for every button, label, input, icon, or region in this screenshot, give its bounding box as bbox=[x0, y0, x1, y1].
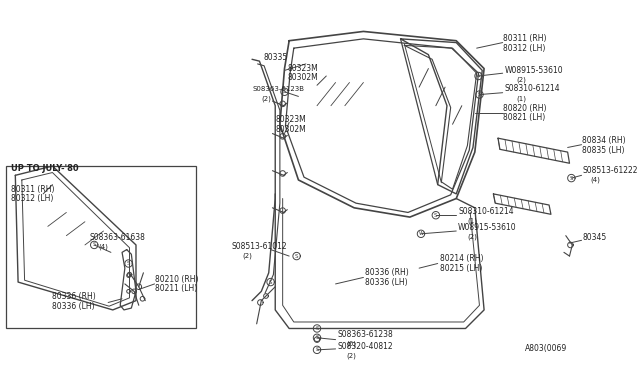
Text: (1): (1) bbox=[467, 218, 477, 224]
Text: 80323M: 80323M bbox=[275, 115, 306, 124]
Text: S: S bbox=[316, 335, 319, 340]
Text: (1): (1) bbox=[516, 95, 527, 102]
Text: (6): (6) bbox=[347, 340, 356, 347]
Text: 80311 (RH): 80311 (RH) bbox=[502, 34, 546, 44]
Text: (2): (2) bbox=[261, 95, 271, 102]
Text: S08310-61214: S08310-61214 bbox=[504, 84, 560, 93]
Text: S08513-61012: S08513-61012 bbox=[232, 242, 287, 251]
Text: 80215 (LH): 80215 (LH) bbox=[440, 264, 482, 273]
Text: S08363-61238: S08363-61238 bbox=[337, 330, 393, 339]
Text: 80312 (LH): 80312 (LH) bbox=[502, 44, 545, 53]
Text: 80336 (LH): 80336 (LH) bbox=[52, 302, 95, 311]
Text: (2): (2) bbox=[467, 233, 477, 240]
Text: 80336 (LH): 80336 (LH) bbox=[365, 278, 408, 286]
Text: 80214 (RH): 80214 (RH) bbox=[440, 254, 483, 263]
Text: 80834 (RH): 80834 (RH) bbox=[582, 137, 626, 145]
Text: S08513-61222: S08513-61222 bbox=[582, 166, 638, 175]
Text: S08310-61214: S08310-61214 bbox=[458, 207, 514, 216]
Text: W: W bbox=[476, 74, 481, 78]
Text: S08363-6123B: S08363-6123B bbox=[252, 86, 304, 92]
Text: 80323M: 80323M bbox=[287, 64, 318, 73]
Text: 80302M: 80302M bbox=[287, 73, 318, 82]
Text: 80210 (RH): 80210 (RH) bbox=[154, 275, 198, 284]
Text: (2): (2) bbox=[243, 253, 253, 259]
Text: 80335: 80335 bbox=[263, 53, 287, 62]
Text: S08363-61638: S08363-61638 bbox=[90, 233, 145, 242]
Text: W08915-53610: W08915-53610 bbox=[458, 223, 516, 232]
Text: S: S bbox=[570, 176, 573, 180]
Text: W: W bbox=[419, 231, 424, 236]
Text: 80312 (LH): 80312 (LH) bbox=[11, 194, 53, 203]
Text: 80821 (LH): 80821 (LH) bbox=[502, 113, 545, 122]
Text: (2): (2) bbox=[516, 77, 527, 83]
Text: S08320-40812: S08320-40812 bbox=[337, 341, 393, 351]
Text: 80336 (RH): 80336 (RH) bbox=[52, 292, 96, 301]
Text: 80336 (RH): 80336 (RH) bbox=[365, 268, 409, 277]
Text: (4): (4) bbox=[590, 177, 600, 183]
Text: 80835 (LH): 80835 (LH) bbox=[582, 146, 625, 155]
Text: S: S bbox=[316, 347, 319, 352]
Text: 80302M: 80302M bbox=[275, 125, 306, 134]
Text: S: S bbox=[316, 326, 319, 331]
Text: 80820 (RH): 80820 (RH) bbox=[502, 104, 546, 113]
Text: W08915-53610: W08915-53610 bbox=[504, 66, 563, 75]
Text: S: S bbox=[295, 254, 298, 259]
Text: 80345: 80345 bbox=[582, 233, 607, 242]
Text: S: S bbox=[434, 213, 438, 218]
Text: 80311 (RH): 80311 (RH) bbox=[11, 185, 54, 194]
Text: S: S bbox=[92, 243, 96, 247]
Text: S: S bbox=[283, 89, 286, 94]
Bar bbox=[6, 166, 196, 328]
Text: S: S bbox=[477, 92, 481, 97]
Text: (4): (4) bbox=[99, 244, 109, 250]
Text: A803(0069: A803(0069 bbox=[525, 344, 568, 353]
Text: (2): (2) bbox=[347, 352, 356, 359]
Text: S: S bbox=[127, 261, 131, 266]
Text: UP TO JULY-'80: UP TO JULY-'80 bbox=[11, 164, 78, 173]
Text: S: S bbox=[269, 280, 273, 285]
Text: 80211 (LH): 80211 (LH) bbox=[154, 284, 197, 293]
